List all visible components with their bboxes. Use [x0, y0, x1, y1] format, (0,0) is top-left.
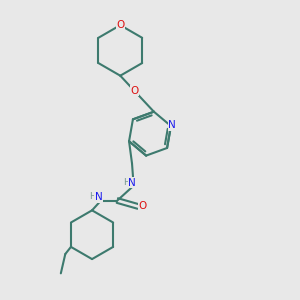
Text: O: O — [139, 201, 147, 211]
Text: H: H — [89, 193, 96, 202]
Text: H: H — [123, 178, 130, 187]
Text: O: O — [130, 86, 139, 96]
Text: O: O — [116, 20, 124, 30]
Text: N: N — [95, 192, 103, 202]
Text: N: N — [128, 178, 136, 188]
Text: N: N — [168, 120, 176, 130]
